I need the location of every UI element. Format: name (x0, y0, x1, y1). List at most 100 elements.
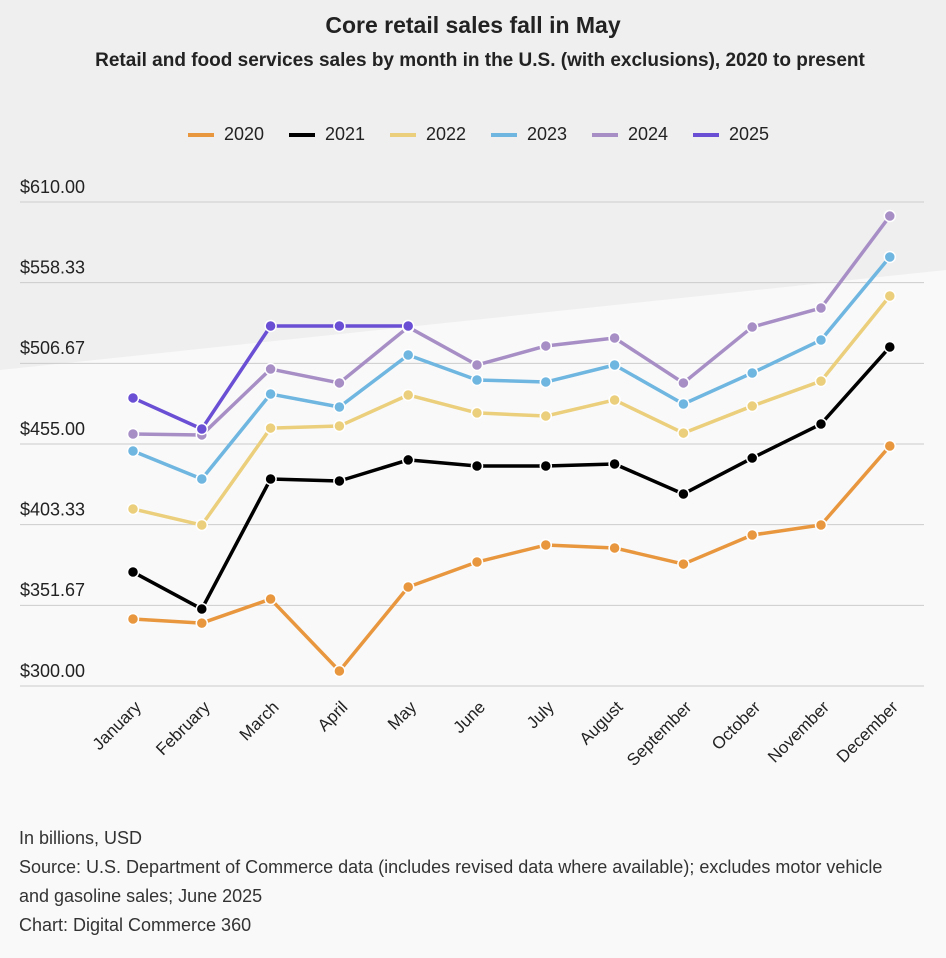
x-tick-label: March (236, 698, 283, 745)
point (401, 580, 415, 594)
point (470, 373, 484, 387)
y-tick-label: $455.00 (20, 419, 85, 439)
x-tick-label: November (764, 697, 833, 766)
point (745, 366, 759, 380)
point (126, 565, 140, 579)
x-tick-label: June (449, 698, 489, 738)
point (745, 320, 759, 334)
point (814, 333, 828, 347)
point (539, 538, 553, 552)
point (470, 459, 484, 473)
point (401, 319, 415, 333)
point (608, 393, 621, 407)
point (333, 400, 346, 414)
point (677, 426, 690, 440)
point (677, 487, 690, 501)
legend-label: 2024 (628, 124, 668, 144)
point (539, 409, 553, 423)
x-tick-label: February (152, 697, 214, 759)
point (126, 427, 140, 441)
note: Chart: Digital Commerce 360 (19, 915, 252, 935)
background (0, 0, 946, 370)
point (195, 518, 209, 532)
point (195, 616, 209, 630)
series-line (132, 444, 892, 673)
y-tick-label: $506.67 (20, 338, 85, 358)
point (539, 339, 553, 353)
x-tick-label: October (708, 697, 764, 753)
point (608, 331, 621, 345)
point (677, 376, 690, 390)
x-tick-label: April (314, 698, 351, 735)
note: In billions, USD (19, 828, 143, 848)
point (883, 340, 897, 354)
point (814, 374, 828, 388)
point (333, 474, 346, 488)
point (677, 557, 690, 571)
point (333, 664, 346, 678)
notes: In billions, USD Source: U.S. Department… (19, 824, 909, 940)
point (195, 422, 209, 436)
point (401, 348, 415, 362)
y-tick-label: $403.33 (20, 499, 85, 519)
point (126, 502, 140, 516)
point (608, 457, 621, 471)
point (333, 419, 346, 433)
series-line (132, 345, 892, 611)
x-tick-label: May (384, 697, 420, 733)
point (745, 528, 759, 542)
point (814, 518, 828, 532)
point (470, 358, 484, 372)
series-line (132, 215, 892, 437)
point (883, 439, 897, 453)
point (814, 301, 828, 315)
x-tick-label: December (833, 697, 902, 766)
point (333, 319, 346, 333)
series-line (132, 255, 892, 481)
point (333, 376, 346, 390)
point (883, 289, 897, 303)
point (608, 358, 621, 372)
point (264, 472, 277, 486)
chart-subtitle: Retail and food services sales by month … (95, 50, 865, 71)
point (745, 399, 759, 413)
legend-label: 2021 (325, 124, 365, 144)
y-tick-label: $300.00 (20, 661, 85, 681)
legend-label: 2023 (527, 124, 567, 144)
y-tick-label: $351.67 (20, 580, 85, 600)
point (401, 453, 415, 467)
point (401, 388, 415, 402)
point (883, 209, 897, 223)
point (608, 541, 621, 555)
point (470, 555, 484, 569)
point (264, 319, 277, 333)
point (539, 375, 553, 389)
point (264, 387, 277, 401)
chart-title: Core retail sales fall in May (325, 12, 621, 38)
point (745, 451, 759, 465)
point (126, 391, 140, 405)
point (264, 362, 277, 376)
series-line (132, 294, 892, 527)
point (539, 459, 553, 473)
legend-label: 2022 (426, 124, 466, 144)
point (126, 612, 140, 626)
point (814, 417, 828, 431)
point (883, 250, 897, 264)
x-tick-label: September (623, 697, 695, 769)
point (126, 444, 140, 458)
point (264, 592, 277, 606)
y-tick-label: $610.00 (20, 177, 85, 197)
legend-label: 2020 (224, 124, 264, 144)
y-tick-label: $558.33 (20, 257, 85, 277)
point (677, 397, 690, 411)
legend-label: 2025 (729, 124, 769, 144)
point (470, 406, 484, 420)
x-tick-label: August (576, 697, 627, 748)
note: Source: U.S. Department of Commerce data… (19, 857, 883, 906)
x-tick-label: July (523, 697, 558, 732)
point (195, 602, 209, 616)
point (264, 421, 277, 435)
